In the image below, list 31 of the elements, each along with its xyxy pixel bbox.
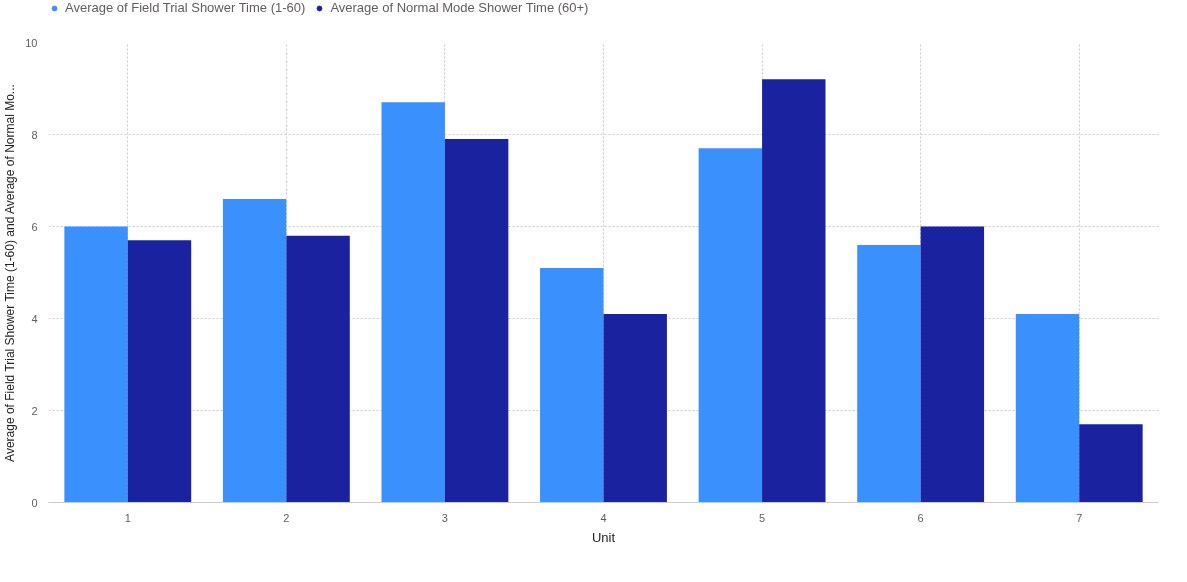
x-tick-label: 3 (441, 511, 448, 524)
legend-label: Average of Normal Mode Shower Time (60+) (330, 0, 589, 15)
bar (762, 79, 826, 503)
y-tick-label: 6 (31, 220, 38, 233)
x-tick-label: 4 (600, 511, 607, 524)
bar (286, 235, 350, 503)
y-axis-title: Average of Field Trial Shower Time (1-60) and Average of Normal Mo... (3, 84, 18, 462)
bar (603, 313, 667, 503)
x-tick-label: 5 (759, 511, 766, 524)
x-tick-label: 7 (1076, 511, 1083, 524)
bar (540, 267, 604, 503)
bar (381, 102, 445, 503)
x-axis-title: Unit (591, 529, 616, 545)
bar (857, 244, 921, 503)
bar (222, 198, 287, 503)
bar (1015, 313, 1080, 503)
y-tick-label: 2 (31, 404, 38, 417)
x-tick-label: 6 (917, 511, 924, 524)
bar (64, 226, 128, 503)
y-tick-label: 4 (31, 312, 38, 325)
bar (127, 240, 192, 503)
bar (444, 139, 509, 503)
y-tick-label: 10 (25, 36, 38, 49)
bar (1079, 424, 1143, 503)
y-tick-label: 0 (31, 496, 38, 509)
x-tick-label: 2 (283, 511, 290, 524)
bar (698, 148, 763, 503)
bar (920, 226, 985, 503)
x-tick-label: 1 (124, 511, 131, 524)
y-tick-label: 8 (31, 128, 38, 141)
legend-label: Average of Field Trial Shower Time (1-60) (65, 0, 306, 15)
